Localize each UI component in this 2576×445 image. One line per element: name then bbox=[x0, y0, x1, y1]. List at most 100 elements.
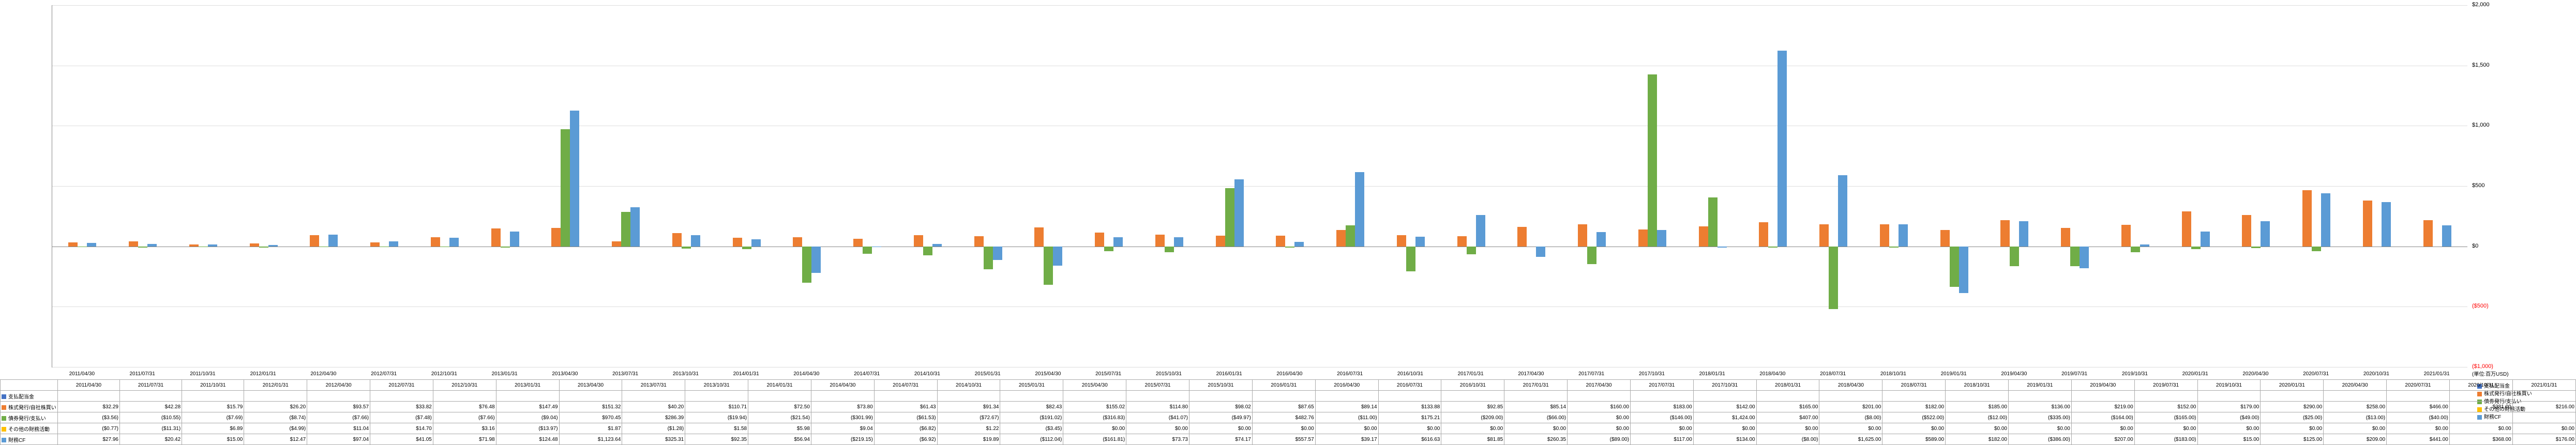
bar bbox=[449, 238, 459, 247]
bar bbox=[2080, 247, 2089, 269]
bar bbox=[2442, 225, 2451, 247]
bar bbox=[1759, 222, 1768, 247]
bar bbox=[2131, 247, 2140, 252]
bar bbox=[208, 244, 217, 247]
bar bbox=[328, 235, 338, 247]
bar bbox=[570, 111, 579, 246]
bar bbox=[1113, 237, 1123, 246]
bar bbox=[389, 241, 398, 247]
bar bbox=[259, 247, 268, 248]
bar bbox=[793, 237, 802, 246]
bar bbox=[1777, 51, 1787, 247]
bar bbox=[1819, 224, 1829, 246]
bar bbox=[1578, 224, 1587, 247]
bar bbox=[2140, 244, 2149, 247]
x-axis-labels: 2011/04/302011/07/312011/10/312012/01/31… bbox=[52, 371, 2467, 378]
bar bbox=[1355, 172, 1364, 247]
bar bbox=[733, 238, 742, 247]
bar bbox=[561, 129, 570, 246]
bar bbox=[440, 247, 449, 248]
table-row: 株式発行/自社株買い$32.29$42.28$15.79$26.20$93.57… bbox=[1, 402, 2576, 412]
bar bbox=[802, 247, 811, 283]
bar bbox=[932, 244, 942, 247]
bar bbox=[2019, 221, 2028, 246]
bar bbox=[189, 244, 199, 247]
bar bbox=[1234, 179, 1244, 247]
bar bbox=[87, 243, 96, 247]
bar bbox=[1889, 247, 1899, 248]
bar bbox=[984, 247, 993, 270]
bar bbox=[2423, 220, 2433, 246]
bar bbox=[1155, 235, 1165, 247]
bar bbox=[1276, 236, 1285, 247]
bar bbox=[1638, 229, 1648, 247]
bar bbox=[914, 235, 923, 246]
bar bbox=[1346, 225, 1355, 247]
bar bbox=[630, 207, 640, 247]
chart-area bbox=[52, 5, 2467, 367]
bar bbox=[2363, 201, 2372, 247]
bar bbox=[501, 247, 510, 248]
bar bbox=[1959, 247, 1968, 293]
bar bbox=[1095, 233, 1104, 247]
bar bbox=[1880, 224, 1889, 247]
bar bbox=[510, 232, 519, 247]
bar bbox=[1829, 247, 1838, 310]
bar bbox=[1476, 215, 1485, 247]
bar bbox=[431, 237, 440, 247]
bar bbox=[974, 236, 984, 246]
bar bbox=[872, 247, 881, 248]
bar bbox=[68, 242, 78, 247]
bar bbox=[2242, 215, 2251, 246]
bar bbox=[1415, 237, 1425, 247]
bar bbox=[370, 242, 380, 247]
table-row: 支払配当金 bbox=[1, 391, 2576, 402]
bar bbox=[1216, 236, 1225, 246]
y-axis-labels: ($1,000)($500)$0$500$1,000$1,500$2,000 bbox=[2472, 5, 2503, 367]
bar bbox=[2121, 225, 2131, 247]
bar bbox=[1104, 247, 1113, 252]
bar bbox=[742, 247, 751, 249]
bar bbox=[491, 228, 501, 246]
bar bbox=[2182, 211, 2191, 247]
bar bbox=[380, 247, 389, 248]
bar bbox=[2302, 190, 2312, 247]
table-row: 財務CF$27.96$20.42$15.00$12.47$97.04$41.05… bbox=[1, 434, 2576, 445]
bar bbox=[1285, 247, 1294, 248]
bar bbox=[2251, 247, 2261, 248]
bar bbox=[612, 241, 621, 246]
bar bbox=[2191, 247, 2201, 250]
bar bbox=[863, 247, 872, 254]
bar bbox=[1053, 247, 1062, 266]
bar bbox=[2000, 220, 2010, 247]
bar bbox=[310, 235, 319, 247]
bar bbox=[1768, 247, 1777, 248]
bar bbox=[129, 241, 138, 247]
bar bbox=[147, 244, 157, 247]
bar bbox=[1648, 74, 1657, 246]
bar bbox=[1838, 175, 1847, 246]
bar bbox=[2201, 232, 2210, 247]
bar bbox=[2010, 247, 2019, 266]
bar bbox=[2321, 193, 2330, 247]
bar bbox=[1174, 237, 1183, 246]
bar bbox=[1225, 188, 1234, 247]
data-table: 2011/04/302011/07/312011/10/312012/01/31… bbox=[0, 379, 2576, 445]
bar bbox=[1718, 247, 1727, 248]
bar bbox=[268, 245, 278, 247]
bar bbox=[811, 247, 821, 273]
bar bbox=[319, 247, 328, 248]
bar bbox=[1517, 227, 1527, 246]
bar bbox=[1940, 230, 1950, 247]
bar bbox=[2382, 202, 2391, 247]
table-row: 債券発行/支払い($3.56)($10.55)($7.69)($8.74)($7… bbox=[1, 412, 2576, 423]
bar bbox=[1708, 197, 1718, 247]
bar bbox=[1467, 247, 1476, 254]
bar bbox=[199, 247, 208, 248]
bar bbox=[138, 247, 147, 248]
bar bbox=[1457, 236, 1467, 247]
bar bbox=[691, 235, 700, 247]
bar bbox=[1587, 247, 1596, 264]
bar bbox=[1596, 232, 1606, 246]
bar bbox=[682, 247, 691, 249]
